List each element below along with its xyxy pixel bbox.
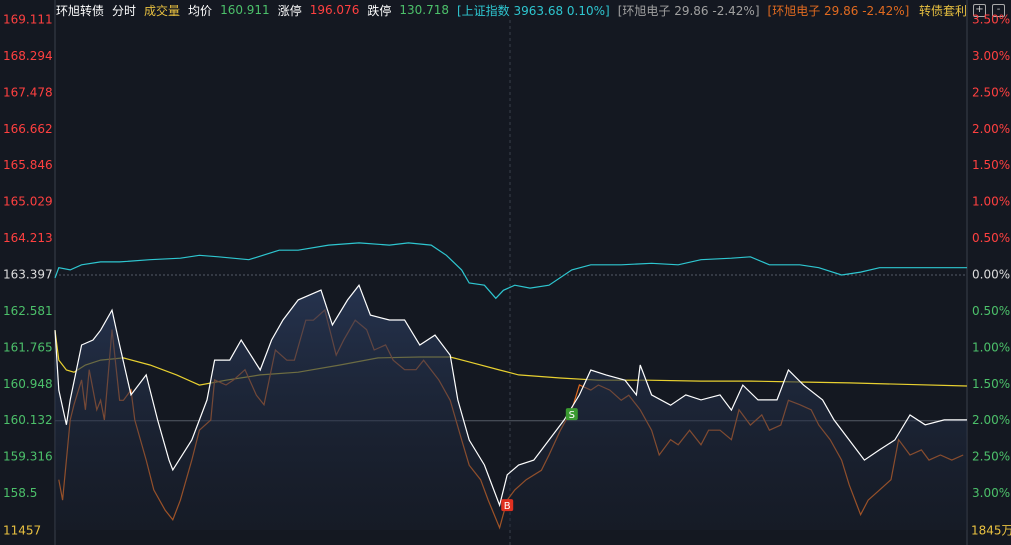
header-item[interactable]: 环旭转债	[56, 3, 105, 18]
y2-tick-label: 0.50%	[972, 231, 1010, 245]
trade-marker-label: S	[569, 410, 575, 421]
y2-tick-label: 3.00%	[972, 486, 1010, 500]
y2-tick-label: 2.00%	[972, 413, 1010, 427]
y2-tick-label: 3.50%	[972, 13, 1010, 27]
y2-tick-label: 1.50%	[972, 158, 1010, 172]
volume-right-label: 1845万	[971, 524, 1011, 538]
y2-tick-label: 1.00%	[972, 195, 1010, 209]
y-tick-label: 161.765	[3, 340, 53, 354]
y2-tick-label: 2.00%	[972, 122, 1010, 136]
header-item[interactable]: [环旭电子 29.86 -2.42%]	[767, 3, 910, 18]
y2-tick-label: 2.50%	[972, 85, 1010, 99]
header-item[interactable]: 成交量	[144, 3, 181, 18]
y-tick-label: 167.478	[3, 85, 53, 99]
y-tick-label: 160.948	[3, 377, 53, 391]
y2-tick-label: 0.50%	[972, 304, 1010, 318]
zoom-out-icon[interactable]: -	[992, 3, 1005, 17]
header-item[interactable]: [上证指数 3963.68 0.10%]	[456, 3, 610, 18]
y2-tick-label: 1.00%	[972, 340, 1010, 354]
y-tick-label: 158.5	[3, 486, 37, 500]
header-item[interactable]: 160.911	[220, 3, 270, 17]
arbitrage-link[interactable]: 转债套利	[918, 3, 967, 18]
series-line	[54, 283, 967, 508]
y-tick-label: 166.662	[3, 122, 53, 136]
y2-tick-label: 3.00%	[972, 49, 1010, 63]
trade-marker	[501, 499, 514, 512]
header-item[interactable]: 196.076	[309, 3, 360, 17]
header-item[interactable]: 涨停	[277, 3, 302, 18]
trade-marker-label: B	[504, 501, 511, 512]
y-tick-label: 159.316	[3, 450, 53, 464]
header-item[interactable]: 均价	[188, 3, 213, 18]
y2-tick-label: 1.50%	[972, 377, 1010, 391]
header: 环旭转债 分时 成交量 均价 160.911 涨停 196.076 跌停 130.718 [上证指…	[56, 0, 909, 20]
y-tick-label: 169.111	[3, 13, 53, 27]
y-tick-label: 165.846	[3, 158, 53, 172]
header-item[interactable]: 分时	[112, 3, 137, 18]
y2-tick-label: 2.50%	[972, 450, 1010, 464]
y-tick-label: 165.029	[3, 195, 53, 209]
zoom-in-icon[interactable]: +	[973, 3, 986, 17]
y-tick-label: 163.397	[3, 268, 53, 282]
header-right: 转债套利 + -	[919, 0, 1005, 20]
header-item[interactable]: [环旭电子 29.86 -2.42%]	[617, 3, 760, 18]
series-line	[54, 242, 967, 300]
volume-left-label: 11457	[3, 524, 41, 538]
header-item[interactable]: 130.718	[399, 3, 449, 17]
y-tick-label: 168.294	[3, 49, 53, 63]
series-line	[54, 330, 968, 387]
y-tick-label: 164.213	[3, 231, 53, 245]
y2-tick-label: 0.00%	[972, 268, 1010, 282]
price-area	[55, 285, 967, 530]
y-tick-label: 162.581	[3, 304, 53, 318]
y-tick-label: 160.132	[3, 413, 53, 427]
header-item[interactable]: 跌停	[367, 3, 392, 18]
trade-marker	[565, 408, 578, 421]
